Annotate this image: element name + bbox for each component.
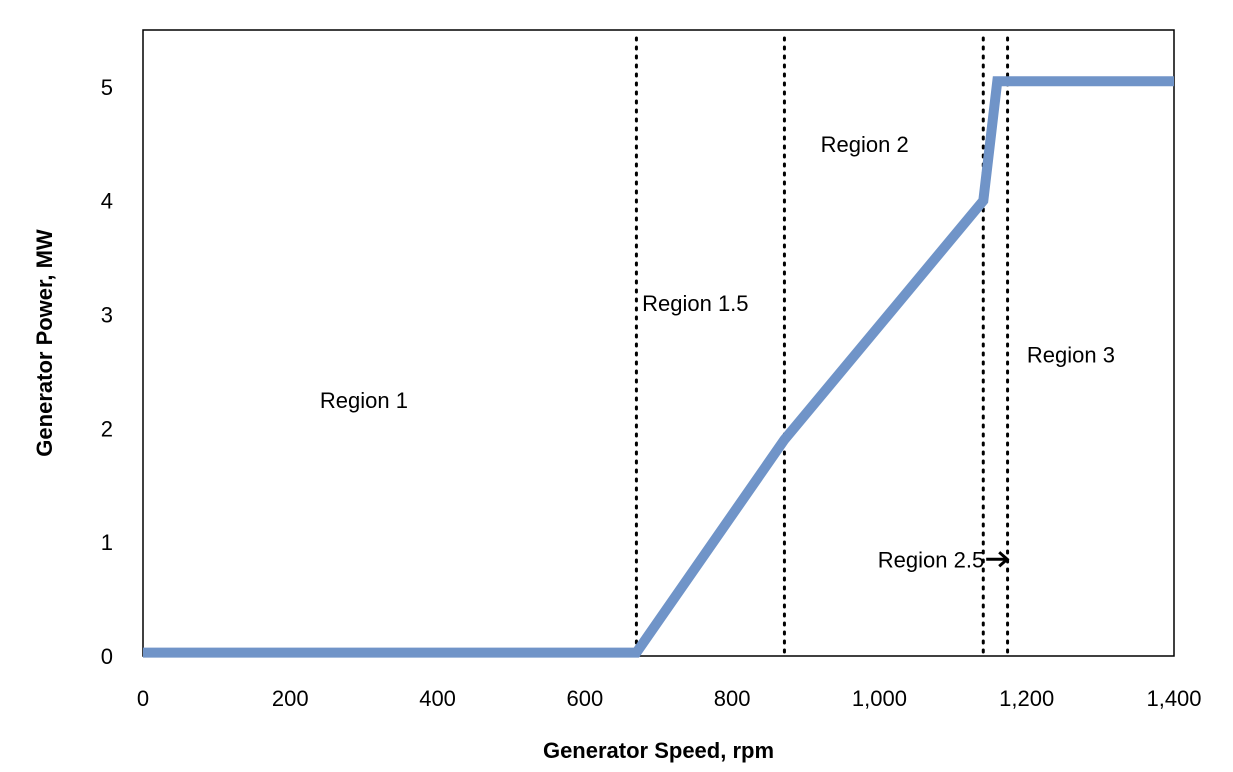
region-label: Region 2.5 xyxy=(878,547,984,572)
x-axis-ticks: 0 200 400 600 800 1,000 1,200 1,400 xyxy=(137,686,1202,711)
region-boundaries xyxy=(634,36,1010,658)
annotations: Region 1 Region 1.5 Region 2 Region 3 Region… xyxy=(320,132,1115,572)
y-axis-ticks: 0 1 2 3 4 5 xyxy=(101,75,113,669)
plot-frame xyxy=(142,29,1175,657)
x-tick-label: 0 xyxy=(137,686,149,711)
x-tick-label: 1,200 xyxy=(999,686,1054,711)
y-tick-label: 4 xyxy=(101,189,113,214)
region-arrow-head xyxy=(998,551,1010,568)
region-label: Region 2 xyxy=(821,132,909,157)
x-tick-label: 400 xyxy=(419,686,456,711)
x-tick-label: 600 xyxy=(566,686,603,711)
y-tick-label: 0 xyxy=(101,644,113,669)
x-axis-title: Generator Speed, rpm xyxy=(543,738,774,763)
region-label: Region 3 xyxy=(1027,342,1115,367)
y-tick-label: 5 xyxy=(101,75,113,100)
region-label: Region 1 xyxy=(320,388,408,413)
x-tick-label: 1,000 xyxy=(852,686,907,711)
x-tick-label: 1,400 xyxy=(1146,686,1201,711)
plot-area xyxy=(142,29,1175,657)
region-label: Region 1.5 xyxy=(642,291,748,316)
x-tick-label: 200 xyxy=(272,686,309,711)
y-tick-label: 1 xyxy=(101,530,113,555)
y-axis-title: Generator Power, MW xyxy=(32,229,57,457)
y-tick-label: 3 xyxy=(101,303,113,328)
y-tick-label: 2 xyxy=(101,416,113,441)
series-line xyxy=(143,76,1174,658)
series-layer xyxy=(143,76,1174,658)
x-tick-label: 800 xyxy=(714,686,751,711)
